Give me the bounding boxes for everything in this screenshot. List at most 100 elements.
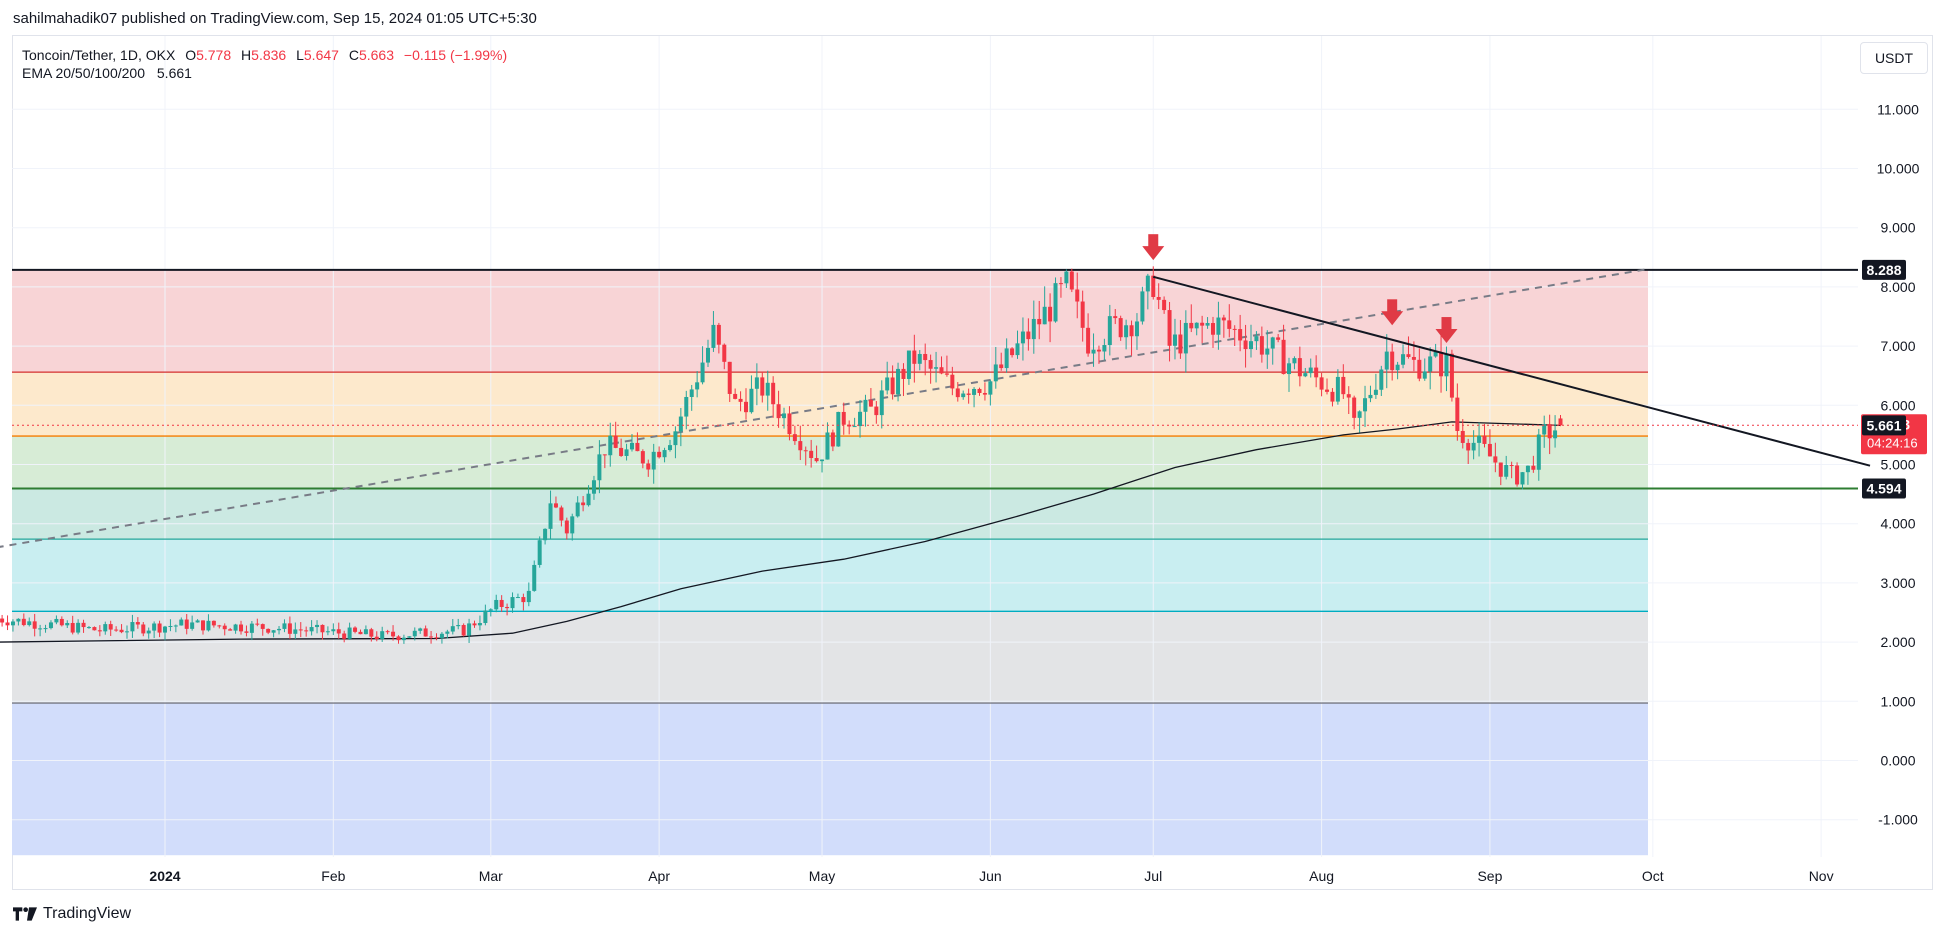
candle-body	[912, 350, 917, 364]
candle-body	[1227, 320, 1232, 329]
close-value: 5.663	[358, 47, 394, 63]
candle-body	[1352, 397, 1357, 418]
candle-body	[1238, 329, 1243, 341]
candle-body	[418, 628, 423, 631]
candle-body	[1411, 356, 1416, 360]
candle-body	[749, 388, 754, 413]
price-label-box	[1862, 415, 1906, 436]
candle-body	[722, 344, 727, 362]
candle-body	[10, 621, 15, 626]
candle-body	[467, 623, 472, 636]
y-tick-label: -1.000	[1878, 812, 1918, 828]
arrow-shaft	[1441, 317, 1452, 332]
candle-body	[972, 388, 977, 395]
candle-body	[988, 381, 993, 395]
candle-body	[1384, 351, 1389, 370]
candle-body	[553, 503, 558, 508]
candle-body	[385, 631, 390, 633]
candle-body	[347, 627, 352, 639]
candle-body	[249, 623, 254, 633]
candle-body	[1096, 349, 1101, 352]
candle-body	[1449, 353, 1454, 398]
candle-body	[1140, 291, 1145, 322]
candle-body	[287, 623, 292, 634]
candle-body	[184, 619, 189, 629]
candle-body	[548, 503, 553, 529]
y-tick-label: 7.000	[1880, 338, 1915, 354]
candle-body	[537, 540, 542, 565]
candle-body	[1287, 363, 1292, 375]
candle-body	[456, 625, 461, 627]
candle-body	[445, 631, 450, 634]
candle-body	[429, 636, 434, 638]
candle-body	[1249, 341, 1253, 350]
x-tick-label: Mar	[479, 868, 503, 884]
candle-body	[239, 624, 244, 632]
candle-body	[521, 597, 526, 603]
candle-body	[543, 528, 548, 541]
candle-body	[1113, 316, 1118, 319]
candle-body	[1162, 299, 1167, 311]
candle-body	[1200, 322, 1205, 326]
candle-body	[744, 401, 749, 413]
candle-body	[1134, 321, 1139, 337]
candle-body	[27, 621, 32, 626]
candle-body	[1433, 351, 1438, 357]
candle-body	[54, 618, 59, 623]
candle-body	[32, 621, 37, 629]
candle-body	[108, 624, 113, 630]
candle-body	[358, 631, 363, 635]
x-tick-label: 2024	[149, 868, 180, 884]
candle-body	[1525, 465, 1530, 473]
candle-body	[1482, 435, 1487, 444]
y-tick-label: 4.000	[1880, 516, 1915, 532]
candle-body	[602, 454, 607, 456]
down-arrow-icon	[1381, 299, 1404, 326]
candle-body	[1341, 376, 1346, 395]
candle-body	[1542, 424, 1547, 435]
x-tick-label: Nov	[1809, 868, 1834, 884]
candle-body	[836, 411, 841, 447]
candle-body	[1167, 310, 1172, 346]
candle-body	[217, 625, 222, 627]
fib-zone-6	[12, 703, 1648, 856]
candle-body	[917, 353, 922, 364]
candle-body	[233, 624, 238, 631]
candle-body	[1330, 391, 1335, 402]
currency-button[interactable]: USDT	[1860, 42, 1928, 74]
candle-body	[760, 377, 765, 396]
symbol-label[interactable]: Toncoin/Tether, 1D, OKX	[22, 47, 176, 63]
candle-body	[1270, 337, 1275, 349]
candle-body	[586, 493, 591, 506]
candle-body	[629, 442, 634, 450]
candle-body	[874, 406, 879, 416]
candle-body	[483, 610, 488, 624]
candle-body	[228, 629, 233, 631]
candle-body	[1080, 301, 1085, 328]
candle-body	[92, 627, 97, 631]
candle-body	[667, 445, 672, 451]
candle-body	[809, 450, 814, 459]
candle-body	[982, 392, 987, 395]
candle-body	[1151, 275, 1156, 297]
candle-body	[76, 622, 81, 633]
candle-body	[1466, 442, 1471, 451]
candle-body	[1547, 424, 1552, 439]
candle-body	[505, 606, 510, 609]
candle-body	[1086, 327, 1091, 354]
candle-body	[1232, 328, 1237, 330]
arrow-shaft	[1387, 299, 1398, 314]
candle-body	[97, 630, 102, 632]
brand-label: TradingView	[43, 905, 132, 922]
candle-body	[1504, 464, 1509, 477]
x-tick-label: Oct	[1642, 868, 1664, 884]
candle-body	[792, 434, 797, 442]
footer-brand[interactable]: TradingView	[13, 905, 131, 923]
candle-body	[570, 516, 575, 534]
candle-body	[1498, 462, 1503, 477]
x-tick-label: Jul	[1144, 868, 1162, 884]
candle-body	[1058, 283, 1063, 285]
ema-legend[interactable]: EMA 20/50/100/200 5.661	[22, 65, 192, 81]
candle-body	[439, 633, 444, 639]
